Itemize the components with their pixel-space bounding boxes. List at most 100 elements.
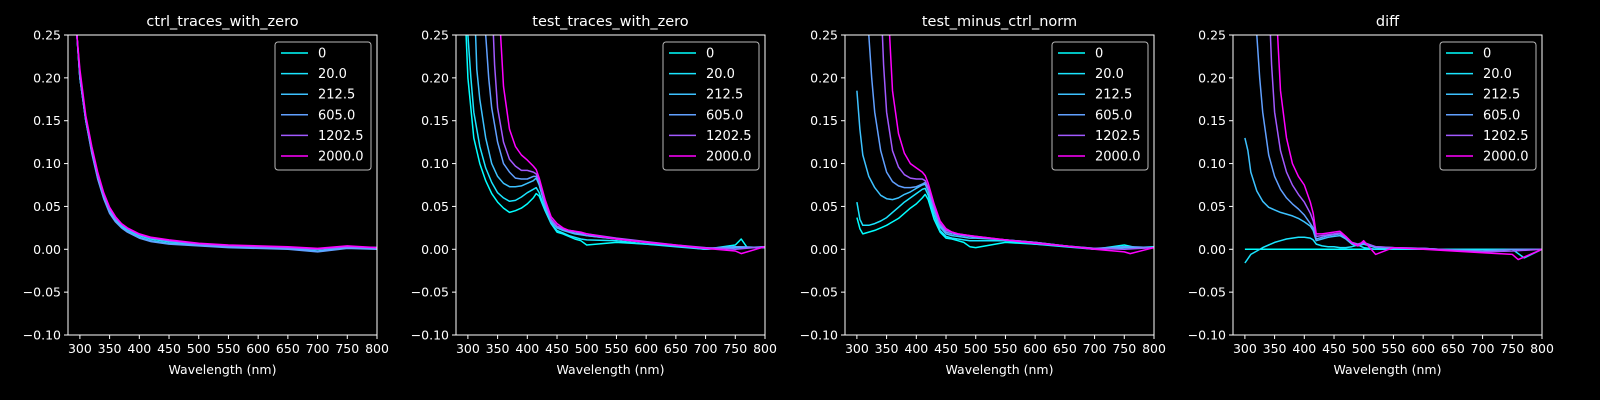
x-tick-label: 650 bbox=[1441, 341, 1465, 356]
x-tick-label: 800 bbox=[1530, 341, 1554, 356]
series-line-2000.0 bbox=[76, 35, 377, 250]
series-group bbox=[465, 35, 765, 255]
legend-label: 212.5 bbox=[318, 88, 355, 103]
x-tick-label: 750 bbox=[723, 341, 747, 356]
x-tick-label: 350 bbox=[98, 341, 122, 356]
legend: 0 20.0 212.5 605.0 1202.5 2000.0 bbox=[274, 41, 372, 171]
chart-panel-2: 300 350 400 450 500 550 600 650 700 750 800 −0.10 −0… bbox=[411, 14, 777, 377]
x-tick-label: 550 bbox=[605, 341, 629, 356]
x-tick-label: 350 bbox=[875, 341, 899, 356]
x-axis-label: Wavelength (nm) bbox=[946, 362, 1054, 377]
y-tick-label: 0.10 bbox=[1198, 156, 1226, 171]
y-tick-label: 0.00 bbox=[1198, 242, 1226, 257]
x-tick-label: 800 bbox=[365, 341, 389, 356]
x-tick-label: 700 bbox=[306, 341, 330, 356]
y-tick-label: 0.25 bbox=[1198, 28, 1226, 43]
y-tick-label: −0.05 bbox=[411, 285, 449, 300]
legend-label: 605.0 bbox=[1095, 108, 1132, 123]
chart-title: ctrl_traces_with_zero bbox=[146, 14, 298, 30]
series-line-20.0 bbox=[467, 35, 765, 251]
x-tick-label: 550 bbox=[217, 341, 241, 356]
legend-label: 605.0 bbox=[706, 108, 743, 123]
x-tick-label: 400 bbox=[127, 341, 151, 356]
legend-label: 0 bbox=[706, 47, 714, 62]
y-tick-label: 0.05 bbox=[421, 199, 449, 214]
y-tick-label: −0.10 bbox=[411, 328, 449, 343]
x-tick-label: 600 bbox=[1411, 341, 1435, 356]
legend-label: 1202.5 bbox=[706, 129, 752, 144]
y-tick-label: −0.05 bbox=[1188, 285, 1226, 300]
x-tick-label: 600 bbox=[634, 341, 658, 356]
chart-title: test_minus_ctrl_norm bbox=[922, 14, 1077, 30]
y-tick-label: 0.20 bbox=[810, 70, 838, 85]
x-tick-label: 650 bbox=[276, 341, 300, 356]
y-tick-label: 0.25 bbox=[810, 28, 838, 43]
y-tick-label: −0.10 bbox=[800, 328, 838, 343]
series-line-2000.0 bbox=[888, 35, 1154, 255]
y-tick-label: 0.20 bbox=[33, 70, 61, 85]
x-tick-label: 500 bbox=[1352, 341, 1376, 356]
chart-panel-3: 300 350 400 450 500 550 600 650 700 750 800 −0.10 −0… bbox=[800, 14, 1166, 377]
x-tick-label: 800 bbox=[1142, 341, 1166, 356]
legend-label: 2000.0 bbox=[1483, 150, 1529, 165]
x-tick-label: 700 bbox=[1471, 341, 1495, 356]
y-tick-label: 0.15 bbox=[1198, 113, 1226, 128]
x-tick-label: 300 bbox=[1233, 341, 1257, 356]
legend-label: 212.5 bbox=[1483, 88, 1520, 103]
x-tick-label: 650 bbox=[664, 341, 688, 356]
legend-label: 212.5 bbox=[706, 88, 743, 103]
x-tick-label: 450 bbox=[1322, 341, 1346, 356]
legend-label: 20.0 bbox=[1095, 67, 1124, 82]
series-group bbox=[76, 35, 377, 253]
legend-label: 0 bbox=[1483, 47, 1491, 62]
y-tick-label: 0.10 bbox=[810, 156, 838, 171]
series-line-605.0 bbox=[76, 35, 377, 253]
plot-frame bbox=[1232, 34, 1543, 336]
chart-panel-1: 300 350 400 450 500 550 600 650 700 750 800 −0.10 −0… bbox=[23, 14, 389, 377]
series-line-2000.0 bbox=[499, 35, 765, 255]
legend-label: 20.0 bbox=[1483, 67, 1512, 82]
series-group bbox=[856, 35, 1154, 255]
y-tick-label: 0.05 bbox=[1198, 199, 1226, 214]
x-tick-label: 350 bbox=[1263, 341, 1287, 356]
legend: 0 20.0 212.5 605.0 1202.5 2000.0 bbox=[662, 41, 760, 171]
x-tick-label: 500 bbox=[575, 341, 599, 356]
x-tick-label: 750 bbox=[1500, 341, 1524, 356]
x-tick-label: 400 bbox=[904, 341, 928, 356]
legend-label: 212.5 bbox=[1095, 88, 1132, 103]
y-tick-label: 0.00 bbox=[810, 242, 838, 257]
x-tick-label: 450 bbox=[545, 341, 569, 356]
plot-frame bbox=[844, 34, 1155, 336]
legend-label: 0 bbox=[1095, 47, 1103, 62]
series-group bbox=[1244, 35, 1542, 264]
legend-label: 605.0 bbox=[1483, 108, 1520, 123]
x-tick-label: 400 bbox=[515, 341, 539, 356]
x-tick-label: 450 bbox=[934, 341, 958, 356]
x-tick-label: 800 bbox=[753, 341, 777, 356]
y-tick-label: 0.15 bbox=[33, 113, 61, 128]
y-tick-label: 0.20 bbox=[421, 70, 449, 85]
series-line-1202.5 bbox=[881, 35, 1154, 251]
x-axis-label: Wavelength (nm) bbox=[1334, 362, 1442, 377]
x-tick-label: 600 bbox=[1023, 341, 1047, 356]
chart-title: test_traces_with_zero bbox=[532, 14, 689, 30]
x-tick-label: 600 bbox=[246, 341, 270, 356]
x-tick-label: 750 bbox=[1112, 341, 1136, 356]
x-tick-label: 300 bbox=[845, 341, 869, 356]
chart-panel-4: 300 350 400 450 500 550 600 650 700 750 800 −0.10 −0… bbox=[1188, 14, 1554, 377]
y-tick-label: 0.05 bbox=[33, 199, 61, 214]
series-line-2000.0 bbox=[1276, 35, 1542, 261]
y-tick-label: 0.05 bbox=[810, 199, 838, 214]
x-tick-label: 450 bbox=[157, 341, 181, 356]
x-tick-label: 550 bbox=[994, 341, 1018, 356]
legend-label: 2000.0 bbox=[1095, 150, 1141, 165]
y-tick-label: 0.00 bbox=[421, 242, 449, 257]
x-tick-label: 700 bbox=[1083, 341, 1107, 356]
x-tick-label: 500 bbox=[964, 341, 988, 356]
y-tick-label: −0.05 bbox=[23, 285, 61, 300]
x-tick-label: 350 bbox=[486, 341, 510, 356]
x-tick-label: 400 bbox=[1292, 341, 1316, 356]
y-tick-label: −0.10 bbox=[1188, 328, 1226, 343]
y-tick-label: 0.25 bbox=[421, 28, 449, 43]
